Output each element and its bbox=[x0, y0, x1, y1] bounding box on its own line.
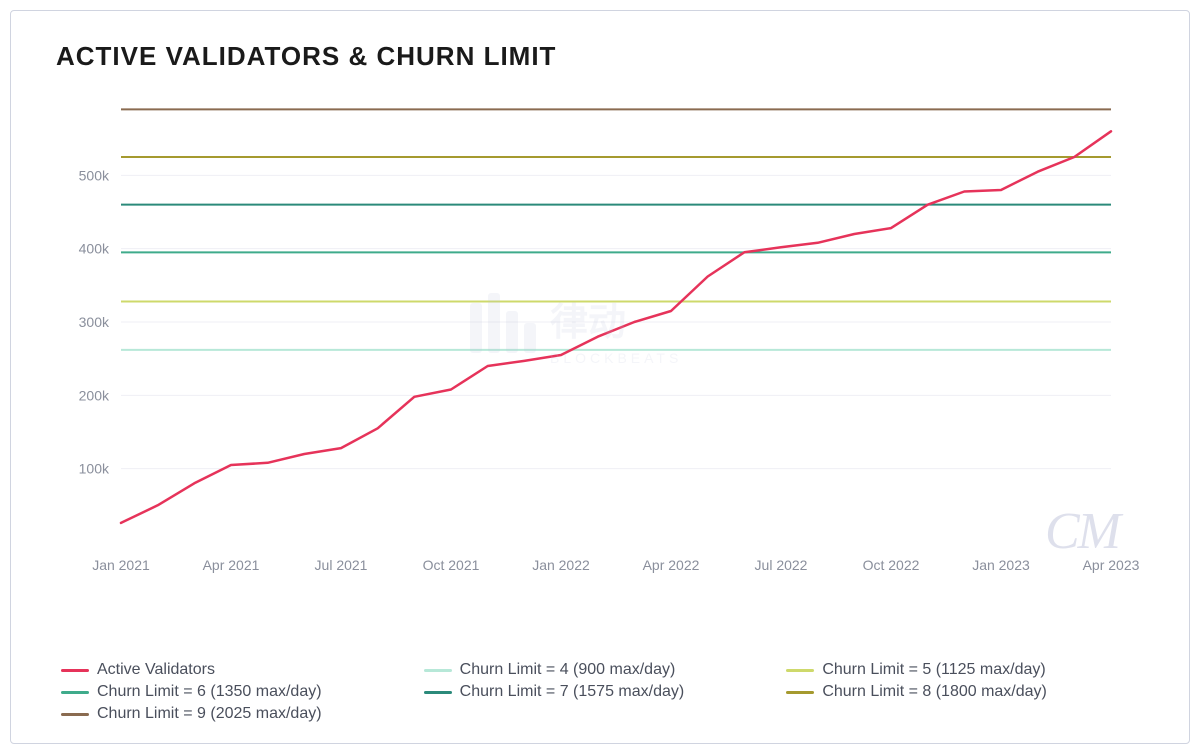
chart-area: 100k 200k 300k 400k 500k Jan 2021 Apr 2021 Jul … bbox=[41, 82, 1159, 651]
legend-item: Churn Limit = 4 (900 max/day) bbox=[424, 661, 777, 679]
y-tick-label: 300k bbox=[79, 314, 110, 330]
legend-label: Churn Limit = 7 (1575 max/day) bbox=[460, 683, 685, 701]
legend-label: Churn Limit = 4 (900 max/day) bbox=[460, 661, 676, 679]
y-tick-label: 200k bbox=[79, 387, 110, 403]
x-tick-label: Jan 2022 bbox=[532, 557, 590, 573]
legend-label: Churn Limit = 8 (1800 max/day) bbox=[822, 683, 1047, 701]
chart-frame: ACTIVE VALIDATORS & CHURN LIMIT 100k 200k… bbox=[10, 10, 1190, 744]
legend: Active Validators Churn Limit = 4 (900 ma… bbox=[41, 651, 1159, 723]
x-tick-label: Jul 2022 bbox=[755, 557, 808, 573]
x-tick-label: Oct 2022 bbox=[863, 557, 920, 573]
legend-swatch bbox=[61, 713, 89, 716]
legend-swatch bbox=[786, 669, 814, 672]
legend-swatch bbox=[786, 691, 814, 694]
legend-label: Churn Limit = 6 (1350 max/day) bbox=[97, 683, 322, 701]
legend-label: Active Validators bbox=[97, 661, 215, 679]
legend-swatch bbox=[424, 669, 452, 672]
legend-label: Churn Limit = 5 (1125 max/day) bbox=[822, 661, 1045, 679]
y-tick-label: 100k bbox=[79, 461, 110, 477]
x-tick-label: Apr 2022 bbox=[643, 557, 700, 573]
x-tick-label: Apr 2021 bbox=[203, 557, 260, 573]
line-chart: 100k 200k 300k 400k 500k Jan 2021 Apr 2021 Jul … bbox=[41, 82, 1141, 602]
legend-label: Churn Limit = 9 (2025 max/day) bbox=[97, 705, 322, 723]
legend-item: Churn Limit = 5 (1125 max/day) bbox=[786, 661, 1139, 679]
legend-swatch bbox=[61, 669, 89, 672]
legend-item: Churn Limit = 8 (1800 max/day) bbox=[786, 683, 1139, 701]
active-validators-line bbox=[121, 131, 1111, 523]
legend-swatch bbox=[61, 691, 89, 694]
x-tick-label: Oct 2021 bbox=[423, 557, 480, 573]
x-tick-label: Apr 2023 bbox=[1083, 557, 1140, 573]
legend-item: Churn Limit = 7 (1575 max/day) bbox=[424, 683, 777, 701]
legend-item: Churn Limit = 6 (1350 max/day) bbox=[61, 683, 414, 701]
legend-swatch bbox=[424, 691, 452, 694]
x-tick-label: Jan 2021 bbox=[92, 557, 150, 573]
legend-item: Churn Limit = 9 (2025 max/day) bbox=[61, 705, 414, 723]
x-tick-label: Jul 2021 bbox=[315, 557, 368, 573]
chart-title: ACTIVE VALIDATORS & CHURN LIMIT bbox=[56, 41, 1159, 72]
legend-item: Active Validators bbox=[61, 661, 414, 679]
y-tick-label: 400k bbox=[79, 241, 110, 257]
x-tick-label: Jan 2023 bbox=[972, 557, 1030, 573]
outer-container: ACTIVE VALIDATORS & CHURN LIMIT 100k 200k… bbox=[0, 0, 1200, 754]
y-tick-label: 500k bbox=[79, 167, 110, 183]
